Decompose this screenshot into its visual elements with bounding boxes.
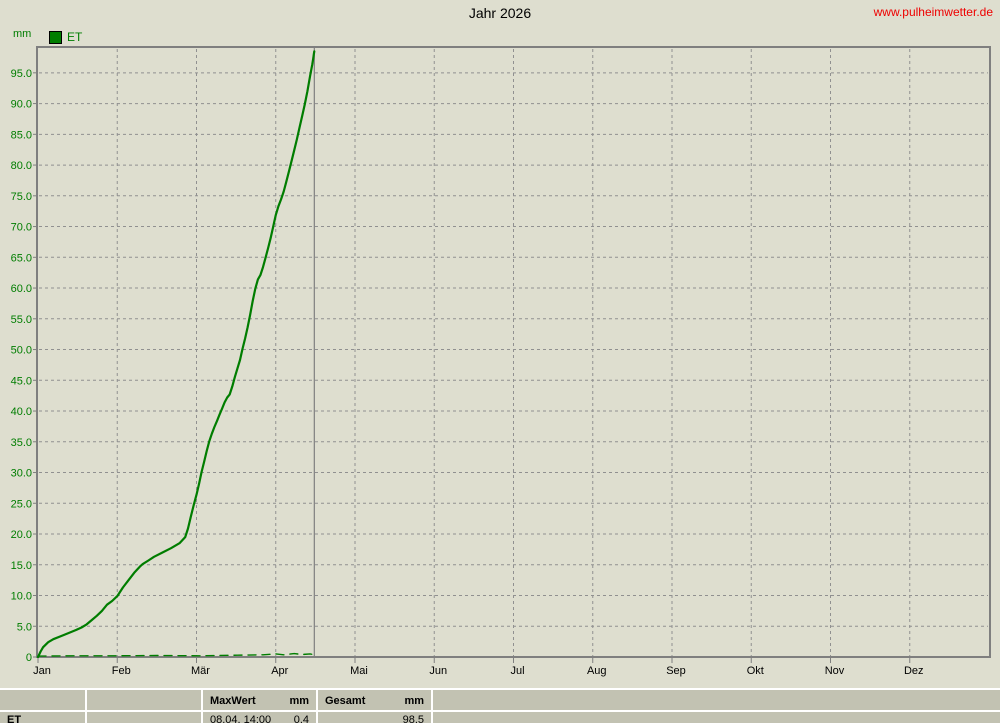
month-label: Jan (33, 665, 51, 677)
maxwert-datetime-value: 08.04. 14:00 (210, 714, 272, 723)
series-row-label: ET (7, 714, 22, 723)
y-tick-label: 50.0 (11, 345, 32, 357)
y-tick-label: 30.0 (11, 468, 32, 480)
et-hourly-line (37, 652, 315, 657)
gesamt-value: 98.5 (402, 714, 424, 723)
stats-row-empty-cell (87, 712, 203, 723)
stats-row-spacer-cell (433, 712, 1000, 723)
y-tick-label: 80.0 (11, 160, 32, 172)
month-label: Mär (191, 665, 210, 677)
y-tick-label: 20.0 (11, 529, 32, 541)
stats-header-cell-series (0, 690, 87, 712)
stats-row-maxwert-cell: 08.04. 14:00 0.4 (203, 712, 318, 723)
month-label: Sep (666, 665, 686, 677)
month-label: Mai (350, 665, 368, 677)
y-tick-label: 40.0 (11, 406, 32, 418)
y-tick-label: 85.0 (11, 129, 32, 141)
legend-swatch-icon (49, 30, 62, 44)
y-tick-label: 0 (26, 652, 32, 664)
maxwert-header-label: MaxWert (210, 695, 256, 707)
stats-table: MaxWert mm Gesamt mm ET 08.04. 14:00 0.4… (0, 688, 1000, 723)
y-tick-label: 70.0 (11, 222, 32, 234)
maxwert-unit-label: mm (289, 695, 309, 707)
stats-row-label-cell: ET (0, 712, 87, 723)
y-axis-unit-label: mm (13, 28, 32, 40)
gesamt-unit-label: mm (404, 695, 424, 707)
et-cumulative-chart: 0 5.0 10.0 15.0 20.0 25.0 30.0 35.0 40.0 45.0 50.0… (11, 46, 991, 677)
y-tick-label: 45.0 (11, 375, 32, 387)
y-tick-label: 25.0 (11, 498, 32, 510)
et-cumulative-line (36, 50, 316, 659)
stats-header-cell-maxwert: MaxWert mm (203, 690, 318, 712)
page-title: Jahr 2026 (468, 5, 532, 21)
stats-table-grid: MaxWert mm Gesamt mm ET 08.04. 14:00 0.4… (0, 690, 1000, 723)
y-tick-label: 75.0 (11, 191, 32, 203)
y-tick-label: 5.0 (17, 621, 32, 633)
month-label: Okt (747, 665, 764, 677)
stats-header-cell-spacer (433, 690, 1000, 712)
site-url-link[interactable]: www.pulheimwetter.de (873, 5, 993, 19)
maxwert-value: 0.4 (293, 714, 309, 723)
stats-row-gesamt-cell: 98.5 (318, 712, 433, 723)
y-tick-label: 35.0 (11, 437, 32, 449)
month-label: Aug (587, 665, 607, 677)
stats-header-cell-gesamt: Gesamt mm (318, 690, 433, 712)
month-label: Jun (429, 665, 447, 677)
y-tick-label: 60.0 (11, 283, 32, 295)
y-tick-label: 90.0 (11, 99, 32, 111)
y-tick-label: 15.0 (11, 560, 32, 572)
y-tick-label: 95.0 (11, 68, 32, 80)
y-tick-label: 55.0 (11, 314, 32, 326)
gesamt-header-label: Gesamt (325, 695, 366, 707)
legend-series-label: ET (67, 30, 83, 44)
plot-border (36, 46, 991, 658)
y-tick-label: 10.0 (11, 591, 32, 603)
chart-legend: ET (49, 30, 82, 44)
month-label: Dez (904, 665, 924, 677)
stats-header-cell-empty (87, 690, 203, 712)
month-label: Nov (825, 665, 845, 677)
month-label: Jul (510, 665, 524, 677)
y-tick-label: 65.0 (11, 252, 32, 264)
month-label: Apr (271, 665, 288, 677)
month-label: Feb (112, 665, 131, 677)
